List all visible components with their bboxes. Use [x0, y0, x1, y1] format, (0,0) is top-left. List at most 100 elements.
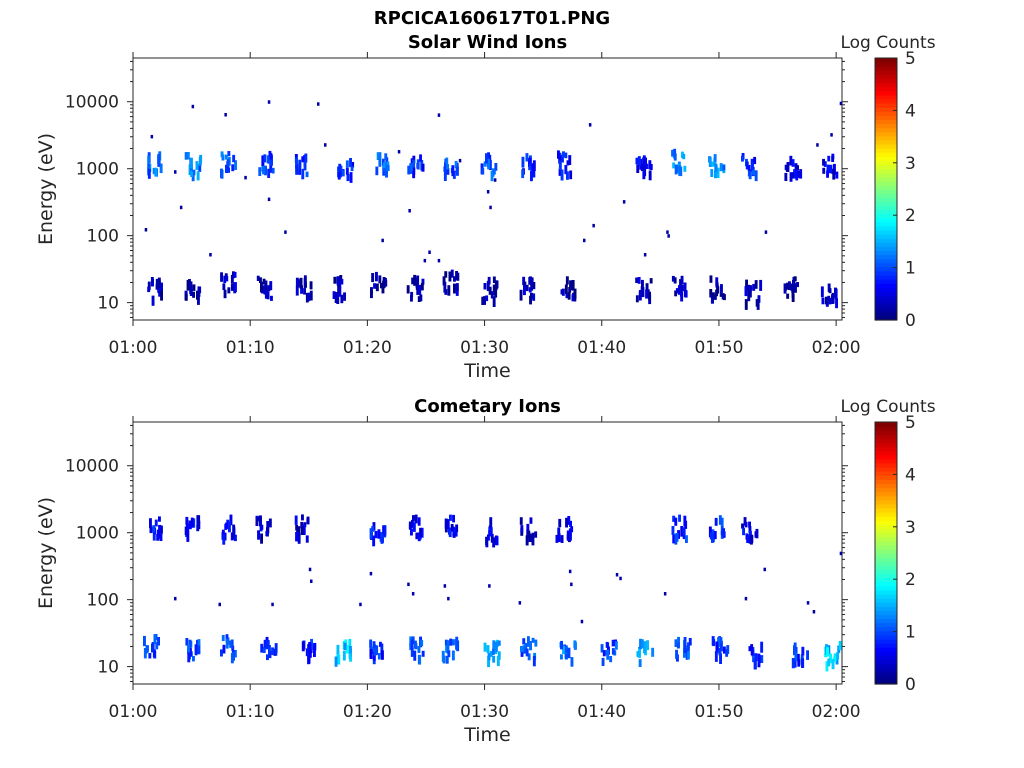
spectrogram-cell — [230, 274, 234, 284]
spectrogram-cell — [796, 165, 799, 171]
colorbar-segment — [875, 197, 897, 202]
spectrogram-cell — [157, 154, 161, 164]
colorbar-segment — [875, 553, 897, 558]
spectrogram-cell — [257, 530, 260, 540]
spectrogram-cell — [786, 162, 790, 172]
spectrogram-cell — [806, 650, 809, 660]
spectrogram-cell — [191, 170, 195, 182]
spectrogram-cell — [269, 163, 273, 173]
spectrogram-cell — [684, 290, 688, 298]
spectrogram-cell — [225, 522, 228, 529]
spectrogram-cell — [262, 166, 265, 175]
spectrogram-cell — [715, 289, 718, 297]
spectrogram-cell — [158, 288, 162, 297]
colorbar-segment — [875, 495, 897, 501]
spectrogram-cell — [583, 238, 586, 243]
spectrogram-cell — [636, 164, 640, 173]
spectrogram-cell — [754, 653, 758, 662]
spectrogram-cell — [490, 291, 494, 299]
colorbar-segment — [875, 70, 897, 75]
spectrogram-cell — [300, 285, 303, 294]
spectrogram-cell — [267, 197, 271, 202]
spectrogram-cell — [143, 635, 146, 647]
colorbar-segment — [875, 544, 897, 550]
spectrogram-cell — [231, 285, 234, 291]
spectrogram-cell — [839, 551, 843, 556]
spectrogram-cell — [269, 281, 273, 291]
spectrogram-cell — [637, 277, 641, 284]
spectrogram-cell — [489, 205, 492, 210]
x-tick-label: 01:40 — [577, 702, 626, 722]
spectrogram-cell — [793, 276, 797, 282]
spectrogram-cell — [672, 162, 676, 169]
spectrogram-cell — [763, 567, 766, 572]
spectrogram-cell — [267, 100, 271, 104]
spectrogram-cell — [832, 169, 836, 180]
spectrogram-cell — [334, 292, 338, 303]
y-axis-label: Energy (eV) — [35, 497, 57, 609]
spectrogram-cell — [397, 150, 401, 154]
spectrogram-cell — [493, 178, 497, 182]
colorbar-segment — [875, 315, 897, 321]
spectrogram-cell — [571, 280, 575, 291]
spectrogram-cell — [709, 275, 713, 283]
spectrogram-cell — [410, 158, 414, 168]
spectrogram-cell — [270, 295, 273, 301]
spectrogram-cell — [266, 521, 270, 529]
spectrogram-cell — [492, 296, 496, 307]
spectrogram-cell — [450, 524, 454, 532]
spectrogram-cell — [635, 157, 639, 165]
spectrogram-cell — [828, 288, 832, 294]
spectrogram-cell — [417, 517, 421, 526]
y-tick-label: 1000 — [76, 160, 119, 180]
spectrogram-cell — [268, 156, 271, 164]
spectrogram-cell — [648, 291, 651, 301]
colorbar-segment — [875, 246, 897, 251]
spectrogram-cell — [481, 167, 485, 175]
spectrogram-cell — [711, 636, 715, 646]
spectrogram-cell — [413, 274, 417, 286]
spectrogram-cell — [371, 273, 375, 283]
spectrogram-cell — [226, 159, 230, 167]
spectrogram-cell — [154, 167, 158, 177]
spectrogram-cell — [483, 161, 487, 167]
spectrogram-cell — [150, 134, 154, 139]
spectrogram-cell — [570, 582, 573, 587]
spectrogram-cell — [421, 278, 425, 285]
spectrogram-cell — [835, 171, 839, 179]
spectrogram-cell — [260, 524, 264, 530]
spectrogram-cell — [672, 535, 676, 544]
colorbar-segment — [875, 622, 897, 628]
spectrogram-cell — [369, 639, 373, 648]
colorbar-segment — [875, 111, 897, 116]
colorbar-tick-label: 3 — [905, 154, 916, 174]
colorbar-segment — [875, 78, 897, 84]
spectrogram-cell — [839, 101, 843, 106]
spectrogram-cell — [414, 643, 418, 650]
spectrogram-cell — [824, 296, 828, 305]
spectrogram-cell — [447, 650, 451, 658]
spectrogram-cell — [826, 164, 830, 171]
spectrogram-cell — [794, 652, 798, 661]
spectrogram-cell — [835, 298, 838, 309]
spectrogram-cell — [833, 163, 836, 175]
spectrogram-cell — [674, 639, 678, 647]
spectrogram-cell — [227, 151, 231, 157]
spectrogram-cell — [794, 163, 798, 170]
spectrogram-cell — [274, 648, 278, 656]
spectrogram-cell — [747, 170, 751, 177]
panel-title: Cometary Ions — [414, 396, 561, 417]
spectrogram-cell — [558, 168, 562, 176]
spectrogram-cell — [831, 156, 835, 162]
spectrogram-cell — [453, 527, 457, 533]
spectrogram-cell — [519, 289, 523, 301]
spectrogram-cell — [410, 291, 414, 297]
spectrogram-cell — [830, 133, 833, 137]
spectrogram-cell — [455, 524, 459, 533]
colorbar-segment — [875, 430, 897, 435]
spectrogram-cell — [184, 294, 188, 301]
spectrogram-cell — [683, 637, 687, 648]
